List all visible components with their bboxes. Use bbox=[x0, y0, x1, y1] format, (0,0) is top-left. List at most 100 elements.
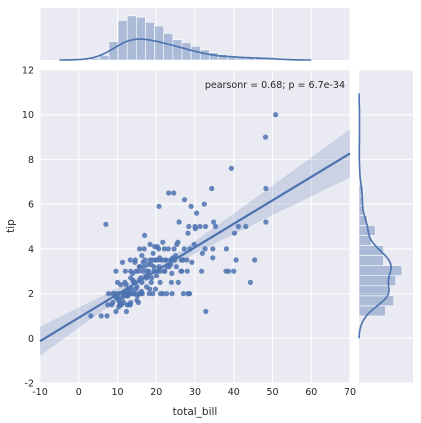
y-axis-label: tip bbox=[5, 219, 17, 233]
data-point bbox=[130, 291, 136, 297]
x-tick-label: -10 bbox=[32, 387, 48, 398]
data-point bbox=[123, 282, 129, 288]
data-point bbox=[132, 259, 138, 265]
data-point bbox=[113, 308, 119, 315]
y-tick-label: 4 bbox=[28, 244, 34, 255]
right-hist-bar bbox=[358, 295, 395, 307]
data-point bbox=[142, 232, 148, 238]
data-point bbox=[202, 246, 208, 252]
right-hist-bar bbox=[358, 255, 384, 266]
data-point bbox=[138, 288, 145, 294]
data-point bbox=[209, 185, 215, 192]
data-point bbox=[199, 250, 205, 256]
x-tick-label: 60 bbox=[305, 387, 317, 398]
data-point bbox=[166, 190, 172, 196]
data-point bbox=[171, 190, 177, 196]
data-point bbox=[235, 223, 241, 230]
data-point bbox=[201, 201, 207, 207]
regression-line bbox=[39, 152, 351, 343]
right-kde-curve bbox=[358, 93, 392, 339]
top-hist-bar bbox=[99, 55, 110, 61]
data-point bbox=[134, 284, 140, 290]
data-point bbox=[175, 239, 181, 245]
data-point bbox=[175, 279, 181, 285]
data-point bbox=[150, 250, 156, 256]
y-tick-label: 2 bbox=[28, 289, 34, 300]
data-point bbox=[134, 293, 140, 299]
data-point bbox=[119, 259, 126, 265]
data-point bbox=[262, 134, 269, 140]
data-point bbox=[161, 268, 167, 274]
data-point bbox=[164, 291, 170, 297]
data-point bbox=[188, 203, 194, 209]
data-point bbox=[186, 223, 192, 230]
x-tick-label: 30 bbox=[189, 387, 201, 398]
y-tick-label: 0 bbox=[28, 334, 34, 345]
data-point bbox=[156, 203, 162, 209]
data-point bbox=[98, 313, 104, 319]
main-plot: pearsonr = 0.68; p = 6.7e-34 -10 0 10 20 30 4… bbox=[5, 66, 356, 419]
right-hist-bar bbox=[358, 285, 390, 297]
data-point bbox=[273, 112, 279, 118]
data-point bbox=[210, 255, 216, 261]
data-point bbox=[140, 268, 146, 274]
data-point bbox=[110, 291, 116, 297]
x-tick-label: 40 bbox=[228, 387, 240, 398]
data-point bbox=[226, 268, 232, 274]
top-hist-bar bbox=[117, 20, 128, 61]
data-point bbox=[184, 268, 190, 274]
data-point bbox=[169, 270, 175, 276]
data-point bbox=[141, 246, 147, 252]
data-point bbox=[189, 259, 195, 265]
x-axis-label: total_bill bbox=[173, 406, 218, 418]
data-point bbox=[139, 253, 145, 259]
data-point bbox=[179, 268, 185, 274]
x-tick-label: 10 bbox=[111, 387, 123, 398]
data-point bbox=[114, 279, 121, 285]
data-point bbox=[104, 313, 110, 319]
data-point bbox=[203, 308, 209, 315]
right-hist-bar bbox=[358, 275, 397, 287]
data-point bbox=[228, 165, 234, 171]
x-tick-label: 20 bbox=[150, 387, 162, 398]
data-point bbox=[137, 246, 143, 252]
data-point bbox=[171, 246, 177, 252]
data-point bbox=[136, 264, 142, 270]
data-point bbox=[176, 219, 182, 225]
data-point bbox=[231, 230, 238, 236]
data-point bbox=[178, 257, 184, 263]
data-point bbox=[263, 219, 269, 225]
data-point bbox=[154, 273, 160, 279]
data-point bbox=[169, 291, 175, 297]
data-point bbox=[191, 241, 197, 247]
data-point bbox=[152, 286, 159, 292]
top-hist-bar bbox=[190, 45, 201, 61]
x-tick-label: 50 bbox=[266, 387, 278, 398]
data-point bbox=[197, 223, 203, 230]
data-point bbox=[199, 268, 205, 274]
data-point bbox=[180, 291, 186, 297]
data-point bbox=[150, 291, 156, 297]
data-point bbox=[231, 268, 237, 274]
data-point bbox=[194, 210, 200, 216]
data-point bbox=[149, 275, 155, 281]
data-point bbox=[185, 230, 191, 236]
data-point bbox=[192, 226, 198, 232]
y-tick-label: -2 bbox=[25, 379, 34, 390]
data-point bbox=[113, 268, 119, 274]
data-point bbox=[223, 246, 229, 252]
top-hist-bar bbox=[163, 33, 174, 61]
data-point bbox=[247, 279, 253, 285]
data-point bbox=[88, 313, 94, 319]
data-point bbox=[130, 270, 136, 276]
x-tick-label: 70 bbox=[344, 387, 356, 398]
right-marginal-panel bbox=[358, 69, 413, 384]
data-point bbox=[154, 244, 160, 250]
data-point bbox=[140, 259, 146, 265]
data-point bbox=[160, 239, 166, 245]
data-point bbox=[202, 223, 209, 230]
top-marginal-panel bbox=[39, 8, 351, 61]
data-point bbox=[106, 291, 112, 297]
top-hist-bar bbox=[172, 39, 183, 61]
